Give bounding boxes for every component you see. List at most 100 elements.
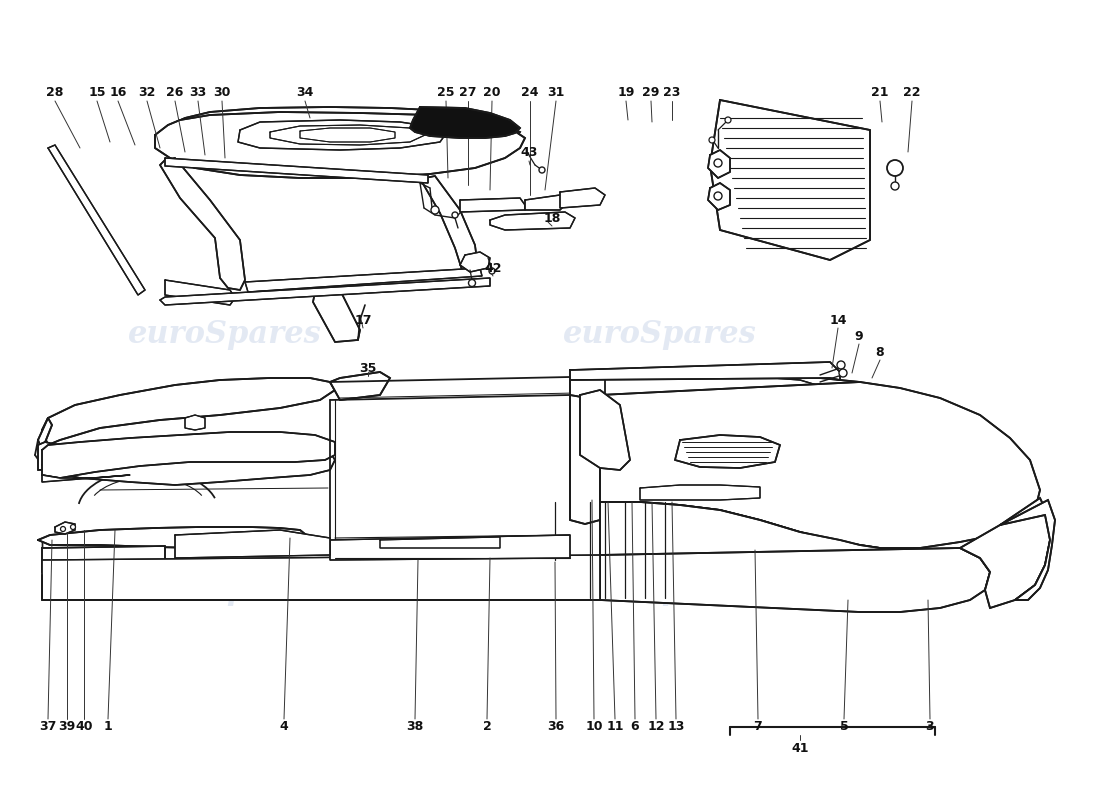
Text: 29: 29 (642, 86, 660, 99)
Polygon shape (708, 150, 730, 178)
Polygon shape (605, 375, 820, 402)
Text: 13: 13 (668, 721, 684, 734)
Polygon shape (314, 290, 360, 342)
Polygon shape (600, 382, 1040, 548)
Polygon shape (175, 530, 330, 558)
Text: 24: 24 (521, 86, 539, 99)
Polygon shape (710, 100, 870, 260)
Text: 2: 2 (483, 721, 492, 734)
Polygon shape (330, 535, 570, 560)
Circle shape (452, 212, 458, 218)
Text: 26: 26 (166, 86, 184, 99)
Circle shape (469, 279, 475, 286)
Polygon shape (55, 522, 75, 534)
Polygon shape (160, 278, 490, 305)
Text: 28: 28 (46, 86, 64, 99)
Polygon shape (570, 373, 870, 405)
Polygon shape (490, 212, 575, 230)
Polygon shape (330, 372, 390, 400)
Text: 33: 33 (189, 86, 207, 99)
Polygon shape (48, 145, 145, 295)
Text: 39: 39 (58, 721, 76, 734)
Circle shape (887, 160, 903, 176)
Text: 6: 6 (630, 721, 639, 734)
Polygon shape (675, 435, 780, 468)
Text: 41: 41 (791, 742, 808, 754)
Polygon shape (168, 107, 520, 156)
Polygon shape (165, 280, 235, 305)
Polygon shape (160, 158, 245, 290)
Circle shape (431, 206, 439, 214)
Polygon shape (42, 540, 330, 560)
Polygon shape (155, 112, 525, 178)
Text: 22: 22 (903, 86, 921, 99)
Text: 12: 12 (647, 721, 664, 734)
Polygon shape (379, 537, 500, 548)
Circle shape (725, 117, 732, 123)
Text: 38: 38 (406, 721, 424, 734)
Polygon shape (39, 418, 52, 450)
Polygon shape (600, 548, 990, 612)
Text: 25: 25 (438, 86, 454, 99)
Polygon shape (185, 415, 205, 430)
Polygon shape (410, 107, 520, 138)
Text: euroSpares: euroSpares (128, 319, 322, 350)
Polygon shape (300, 128, 395, 142)
Polygon shape (42, 555, 600, 600)
Text: euroSpares: euroSpares (563, 574, 757, 606)
Polygon shape (460, 252, 490, 272)
Text: 14: 14 (829, 314, 847, 326)
Text: 32: 32 (139, 86, 156, 99)
Polygon shape (560, 188, 605, 208)
Text: 42: 42 (484, 262, 502, 274)
Polygon shape (245, 268, 482, 292)
Polygon shape (39, 527, 310, 548)
Text: 35: 35 (360, 362, 376, 374)
Polygon shape (42, 448, 336, 485)
Circle shape (60, 526, 66, 531)
Polygon shape (42, 432, 336, 478)
Text: 3: 3 (926, 721, 934, 734)
Polygon shape (570, 362, 840, 380)
Text: 11: 11 (606, 721, 624, 734)
Text: 21: 21 (871, 86, 889, 99)
Text: 16: 16 (109, 86, 126, 99)
Circle shape (490, 268, 495, 274)
Text: 19: 19 (617, 86, 635, 99)
Circle shape (539, 167, 544, 173)
Text: 34: 34 (296, 86, 314, 99)
Text: 36: 36 (548, 721, 564, 734)
Text: 31: 31 (548, 86, 564, 99)
Polygon shape (708, 183, 730, 210)
Polygon shape (570, 375, 600, 524)
Circle shape (710, 137, 715, 143)
Text: 15: 15 (88, 86, 106, 99)
Text: 5: 5 (839, 721, 848, 734)
Polygon shape (422, 176, 478, 272)
Polygon shape (600, 502, 880, 600)
Text: 43: 43 (520, 146, 538, 159)
Polygon shape (42, 475, 130, 482)
Text: 18: 18 (543, 211, 561, 225)
Polygon shape (570, 375, 590, 400)
Text: 20: 20 (483, 86, 500, 99)
Circle shape (837, 361, 845, 369)
Text: 17: 17 (354, 314, 372, 326)
Polygon shape (165, 158, 428, 183)
Polygon shape (39, 442, 170, 470)
Text: 8: 8 (876, 346, 884, 358)
Text: 27: 27 (460, 86, 476, 99)
Circle shape (714, 159, 722, 167)
Polygon shape (960, 498, 1050, 608)
Text: 40: 40 (75, 721, 92, 734)
Circle shape (714, 192, 722, 200)
Text: 1: 1 (103, 721, 112, 734)
Text: euroSpares: euroSpares (128, 574, 322, 606)
Circle shape (70, 525, 76, 530)
Polygon shape (1000, 500, 1055, 600)
Text: 30: 30 (213, 86, 231, 99)
Polygon shape (42, 378, 336, 445)
Text: 7: 7 (754, 721, 762, 734)
Polygon shape (270, 125, 425, 145)
Text: 4: 4 (279, 721, 288, 734)
